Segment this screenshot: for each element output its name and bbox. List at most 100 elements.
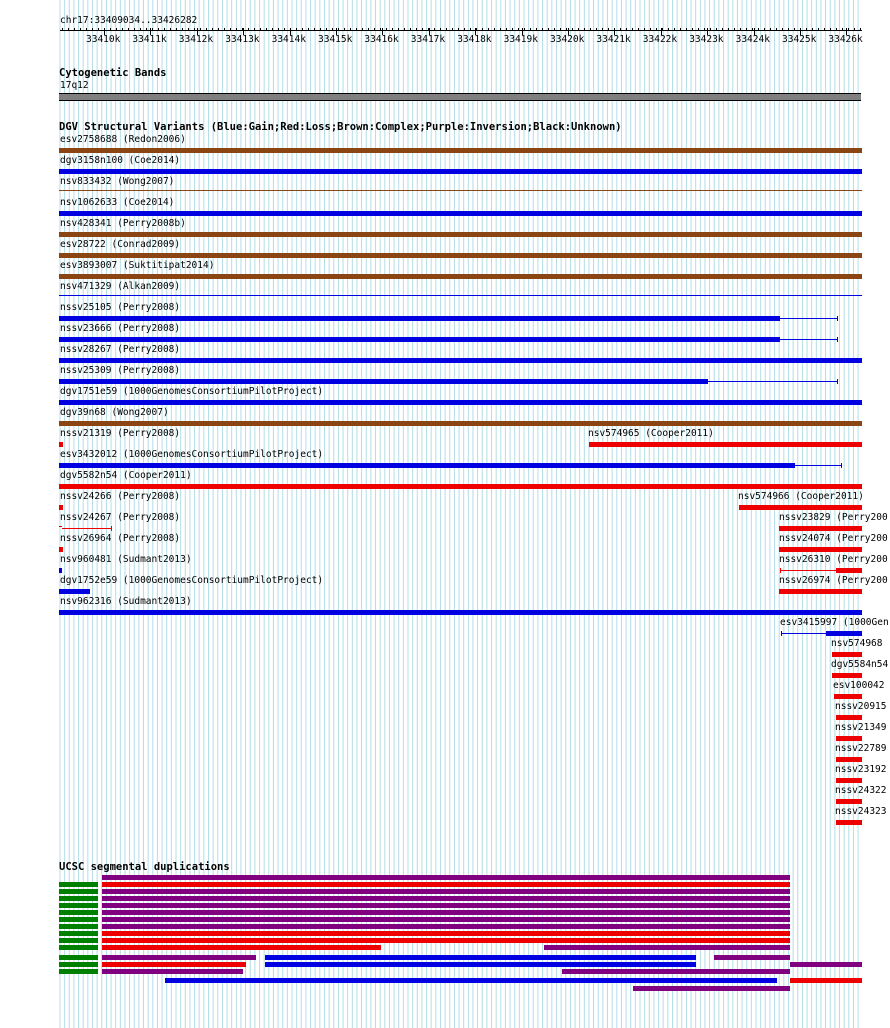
segdup-feature-bar[interactable] (102, 955, 256, 960)
dgv-feature-bar[interactable] (59, 421, 862, 426)
dgv-feature-label[interactable]: nssv24267 (Perry2008) (60, 512, 181, 523)
dgv-feature-label[interactable]: nssv21319 (Perry2008) (60, 428, 181, 439)
segdup-feature-bar[interactable] (562, 969, 790, 974)
dgv-feature-label[interactable]: nssv26974 (Perry200 (779, 575, 888, 586)
segdup-feature-bar[interactable] (102, 931, 790, 936)
dgv-feature-label[interactable]: nssv23666 (Perry2008) (60, 323, 181, 334)
dgv-feature-bar[interactable] (59, 274, 862, 279)
dgv-feature-label[interactable]: nssv21349 (835, 722, 887, 733)
dgv-feature-label[interactable]: nssv28267 (Perry2008) (60, 344, 181, 355)
segdup-feature-bar[interactable] (265, 955, 696, 960)
segdup-feature-bar[interactable] (102, 962, 246, 967)
dgv-feature-bar[interactable] (59, 232, 862, 237)
segdup-feature-bar[interactable] (102, 889, 790, 894)
dgv-feature-label[interactable]: nssv23829 (Perry200 (779, 512, 888, 523)
dgv-feature-bar[interactable] (59, 358, 862, 363)
segdup-feature-bar[interactable] (59, 917, 98, 922)
dgv-feature-label[interactable]: dgv1751e59 (1000GenomesConsortiumPilotPr… (60, 386, 324, 397)
segdup-feature-bar[interactable] (102, 875, 790, 880)
segdup-feature-bar[interactable] (59, 945, 98, 950)
dgv-feature-label[interactable]: nssv24322 (835, 785, 887, 796)
segdup-feature-bar[interactable] (790, 962, 862, 967)
segdup-feature-bar[interactable] (59, 969, 98, 974)
segdup-feature-bar[interactable] (59, 882, 98, 887)
dgv-feature-bar[interactable] (59, 463, 795, 468)
dgv-feature-label[interactable]: esv3415997 (1000Gen (780, 617, 889, 628)
dgv-feature-label[interactable]: dgv3158n100 (Coe2014) (60, 155, 181, 166)
dgv-feature-bar[interactable] (836, 820, 862, 825)
dgv-feature-bar[interactable] (836, 799, 862, 804)
dgv-feature-label[interactable]: nssv24323 (835, 806, 887, 817)
dgv-feature-bar[interactable] (779, 547, 862, 552)
dgv-feature-bar[interactable] (59, 547, 63, 552)
dgv-feature-bar[interactable] (832, 652, 862, 657)
segdup-feature-bar[interactable] (59, 938, 98, 943)
dgv-feature-bar[interactable] (59, 253, 862, 258)
segdup-feature-bar[interactable] (59, 931, 98, 936)
dgv-feature-label[interactable]: nsv574968 (831, 638, 883, 649)
dgv-feature-bar[interactable] (59, 505, 63, 510)
segdup-feature-bar[interactable] (165, 978, 777, 983)
segdup-feature-bar[interactable] (633, 986, 790, 991)
dgv-feature-label[interactable]: nssv26310 (Perry200 (779, 554, 888, 565)
dgv-feature-label[interactable]: nsv428341 (Perry2008b) (60, 218, 186, 229)
segdup-feature-bar[interactable] (790, 978, 862, 983)
dgv-feature-label[interactable]: nsv574966 (Cooper2011) (738, 491, 864, 502)
segdup-feature-bar[interactable] (59, 962, 98, 967)
dgv-feature-bar[interactable] (59, 148, 862, 153)
dgv-feature-bar[interactable] (834, 694, 862, 699)
segdup-feature-bar[interactable] (59, 896, 98, 901)
dgv-feature-label[interactable]: nssv26964 (Perry2008) (60, 533, 181, 544)
segdup-feature-bar[interactable] (102, 917, 790, 922)
dgv-feature-label[interactable]: dgv5582n54 (Cooper2011) (60, 470, 192, 481)
dgv-feature-bar[interactable] (59, 190, 862, 191)
segdup-feature-bar[interactable] (59, 889, 98, 894)
dgv-feature-bar[interactable] (59, 337, 780, 342)
segdup-feature-bar[interactable] (102, 882, 790, 887)
dgv-feature-bar[interactable] (739, 505, 862, 510)
segdup-feature-bar[interactable] (102, 924, 790, 929)
dgv-feature-bar[interactable] (59, 484, 862, 489)
dgv-feature-bar[interactable] (59, 379, 708, 384)
segdup-feature-bar[interactable] (102, 910, 790, 915)
dgv-feature-bar[interactable] (836, 715, 862, 720)
dgv-feature-label[interactable]: esv100042 (833, 680, 885, 691)
dgv-feature-label[interactable]: nssv24266 (Perry2008) (60, 491, 181, 502)
dgv-feature-bar[interactable] (59, 295, 862, 296)
dgv-feature-label[interactable]: nsv960481 (Sudmant2013) (60, 554, 192, 565)
dgv-feature-bar[interactable] (59, 316, 780, 321)
dgv-feature-bar[interactable] (779, 589, 862, 594)
dgv-feature-bar[interactable] (836, 757, 862, 762)
segdup-feature-bar[interactable] (544, 945, 790, 950)
dgv-feature-label[interactable]: esv28722 (Conrad2009) (60, 239, 181, 250)
segdup-feature-bar[interactable] (59, 910, 98, 915)
dgv-feature-label[interactable]: nsv574965 (Cooper2011) (588, 428, 714, 439)
dgv-feature-label[interactable]: esv3893007 (Suktitipat2014) (60, 260, 215, 271)
dgv-feature-label[interactable]: nssv25309 (Perry2008) (60, 365, 181, 376)
dgv-feature-label[interactable]: nsv1062633 (Coe2014) (60, 197, 175, 208)
dgv-feature-label[interactable]: dgv1752e59 (1000GenomesConsortiumPilotPr… (60, 575, 324, 586)
dgv-feature-bar[interactable] (826, 631, 862, 636)
dgv-feature-label[interactable]: nsv962316 (Sudmant2013) (60, 596, 192, 607)
dgv-feature-bar[interactable] (59, 442, 63, 447)
segdup-feature-bar[interactable] (102, 903, 790, 908)
dgv-feature-bar[interactable] (59, 400, 862, 405)
dgv-feature-label[interactable]: nssv23192 (835, 764, 887, 775)
dgv-feature-bar[interactable] (836, 736, 862, 741)
segdup-feature-bar[interactable] (265, 962, 696, 967)
dgv-feature-bar[interactable] (59, 568, 62, 573)
cytoband-bar[interactable] (59, 93, 861, 101)
dgv-feature-bar[interactable] (836, 568, 862, 573)
dgv-feature-label[interactable]: nssv20915 (835, 701, 887, 712)
segdup-feature-bar[interactable] (59, 903, 98, 908)
segdup-feature-bar[interactable] (102, 938, 790, 943)
dgv-feature-bar[interactable] (589, 442, 862, 447)
dgv-feature-label[interactable]: nssv24074 (Perry200 (779, 533, 888, 544)
dgv-feature-bar[interactable] (832, 673, 862, 678)
dgv-feature-label[interactable]: dgv5584n54 (831, 659, 889, 670)
dgv-feature-bar[interactable] (59, 211, 862, 216)
segdup-feature-bar[interactable] (102, 896, 790, 901)
segdup-feature-bar[interactable] (102, 969, 243, 974)
dgv-feature-bar[interactable] (59, 169, 862, 174)
dgv-feature-label[interactable]: esv3432012 (1000GenomesConsortiumPilotPr… (60, 449, 324, 460)
